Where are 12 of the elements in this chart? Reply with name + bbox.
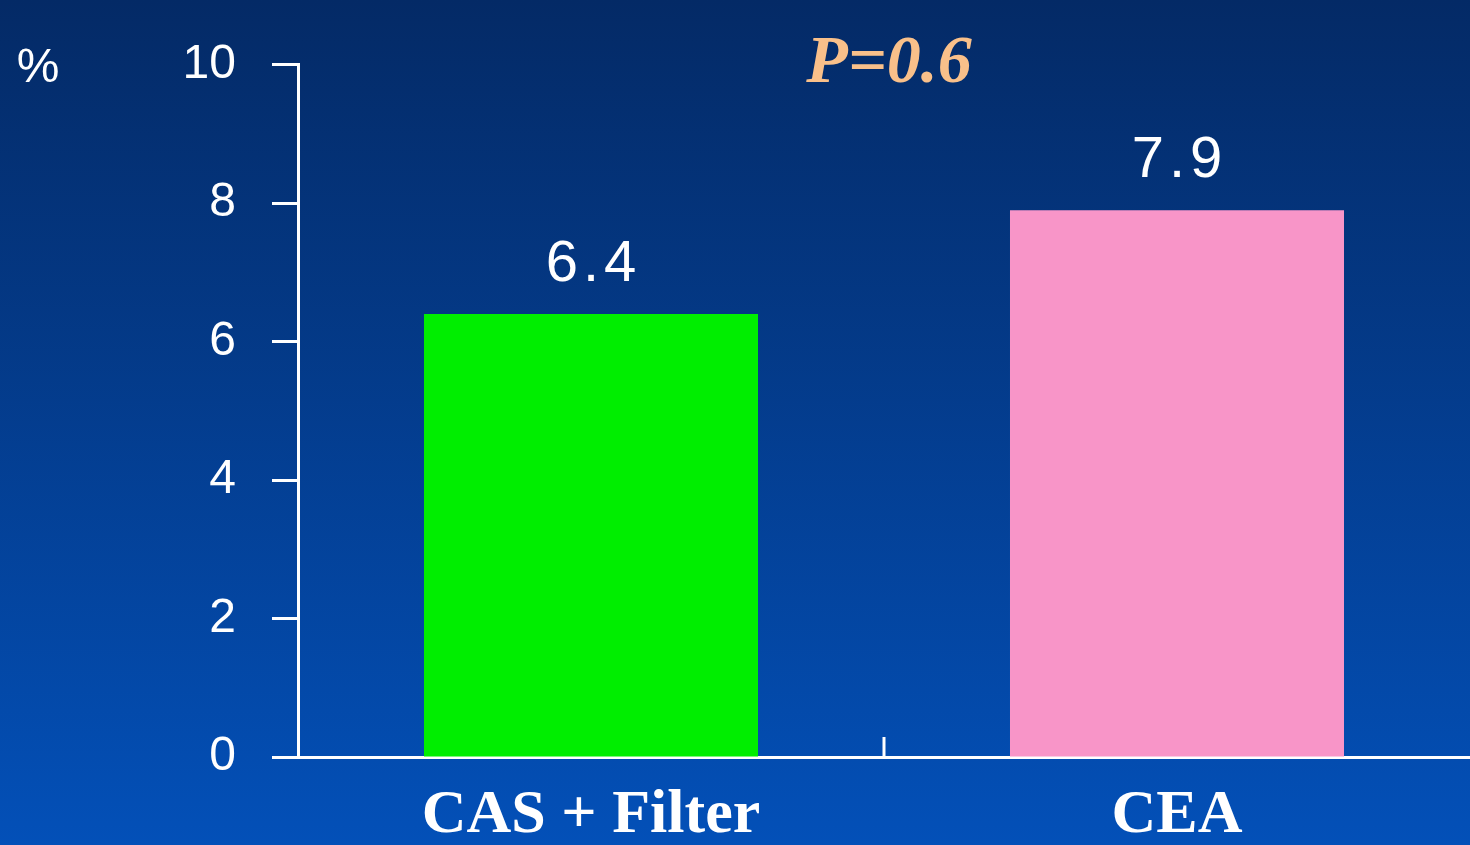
data-label: 7 . 9 (1131, 124, 1223, 190)
y-tick-label: 6 (209, 311, 236, 365)
y-axis-title: % (16, 39, 60, 93)
y-tick-label: 4 (209, 450, 236, 504)
data-label: 6 . 4 (545, 227, 637, 293)
y-tick-label: 2 (209, 588, 236, 642)
annotation: P=0.6 (805, 21, 972, 98)
y-tick-label: 8 (209, 173, 236, 227)
x-tick-label: CAS + Filter (421, 777, 761, 845)
y-tick-label: 10 (182, 35, 236, 89)
y-tick-label: 0 (209, 727, 236, 781)
x-tick-label: CEA (1111, 777, 1243, 845)
